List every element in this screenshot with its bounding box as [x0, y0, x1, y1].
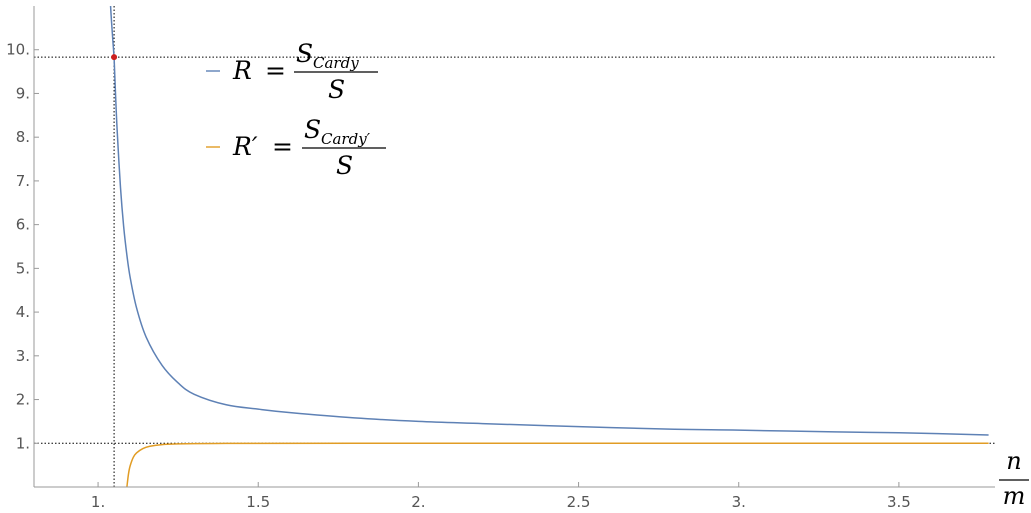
y-tick-label-1: 2.	[16, 391, 30, 409]
x-tick-label-1: 1.5	[246, 493, 270, 511]
x-axis-label-numerator: n	[1006, 447, 1021, 475]
x-tick-label-0: 1.	[91, 493, 105, 511]
marked-point-0	[111, 54, 118, 61]
ticks: 1. 1.5 2. 2.5 3. 3.5 1. 2. 3. 4. 5. 6. 7. 8. 9. 10.	[6, 41, 911, 511]
series-layer	[109, 5, 989, 488]
legend: R = S Cardy S R′ = S Cardy′ S	[206, 39, 386, 180]
legend-lhs-r: R	[232, 56, 252, 85]
series-line-1	[126, 442, 989, 488]
legend-lhs-r-prime: R′	[232, 132, 258, 161]
legend-equals-r: =	[265, 56, 286, 85]
legend-den-r: S	[328, 75, 345, 104]
y-tick-label-5: 6.	[16, 216, 30, 234]
y-tick-label-3: 4.	[16, 303, 30, 321]
legend-num-sub-r-prime: Cardy′	[321, 130, 371, 148]
y-tick-label-0: 1.	[16, 434, 30, 452]
x-tick-label-3: 2.5	[567, 493, 591, 511]
y-tick-label-6: 7.	[16, 172, 30, 190]
legend-item-r-prime: R′ = S Cardy′ S	[206, 115, 386, 180]
y-tick-label-9: 10.	[6, 41, 30, 59]
legend-num-r: S	[296, 39, 313, 68]
series-line-0	[113, 57, 989, 436]
y-tick-label-7: 8.	[16, 128, 30, 146]
legend-item-r: R = S Cardy S	[206, 39, 378, 104]
x-tick-label-4: 3.	[732, 493, 746, 511]
legend-num-sub-r: Cardy	[313, 54, 359, 72]
y-tick-label-4: 5.	[16, 259, 30, 277]
x-axis-label-denominator: m	[1003, 482, 1026, 510]
x-tick-label-2: 2.	[411, 493, 425, 511]
legend-num-r-prime: S	[304, 115, 321, 144]
x-axis-label: n m	[999, 447, 1029, 510]
legend-den-r-prime: S	[336, 151, 353, 180]
axes	[33, 6, 995, 488]
reference-lines	[34, 6, 995, 487]
marked-points	[111, 54, 118, 61]
x-tick-label-5: 3.5	[887, 493, 911, 511]
y-tick-label-8: 9.	[16, 84, 30, 102]
legend-equals-r-prime: =	[272, 132, 293, 161]
series-line-0-asymptote	[109, 5, 115, 58]
y-tick-label-2: 3.	[16, 347, 30, 365]
